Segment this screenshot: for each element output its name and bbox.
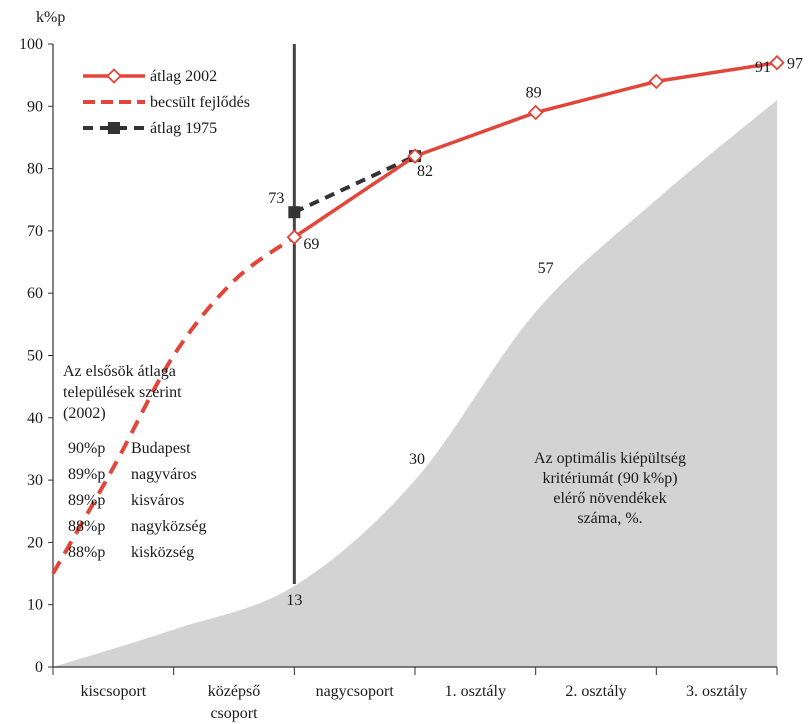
series-line-atlag-1975 <box>293 154 416 215</box>
settlement-annotation: Az elsősök átlaga települések szerint (200… <box>63 363 207 561</box>
x-tick-label: középső csoport <box>208 683 260 722</box>
x-tick-label: 2. osztály <box>565 683 626 700</box>
area-layer <box>53 100 777 667</box>
annotation-title-line: települések szerint <box>63 384 182 401</box>
point-atlag-2002 <box>286 229 303 245</box>
y-tick-label: 40 <box>27 410 43 427</box>
legend-label: átlag 2002 <box>150 68 217 85</box>
y-axis-label: k%p <box>36 9 65 26</box>
annotation-place: kisváros <box>131 492 184 509</box>
data-label-atlag-2002: 82 <box>417 163 433 180</box>
area-caption-line: kritériumát (90 k%p) <box>542 470 677 487</box>
annotation-value: 88%p <box>68 544 105 561</box>
data-label-area: 30 <box>409 451 425 468</box>
y-tick-label: 10 <box>27 597 43 614</box>
annotation-place: nagyváros <box>131 466 197 483</box>
y-tick-label: 0 <box>35 659 43 676</box>
lines-layer <box>51 54 785 575</box>
y-tick-label: 90 <box>27 98 43 115</box>
data-label-atlag-2002: 89 <box>526 85 542 102</box>
data-label-atlag-2002: 97 <box>787 56 803 73</box>
annotation-title-line: Az elsősök átlaga <box>63 363 176 380</box>
point-atlag-2002 <box>527 104 544 121</box>
annotation-value: 89%p <box>68 466 105 483</box>
y-tick-label: 20 <box>27 534 43 551</box>
annotation-place: Budapest <box>131 440 191 457</box>
data-label-atlag-2002: 69 <box>303 236 319 253</box>
x-tick-label: kiscsoport <box>80 683 146 700</box>
point-atlag-1975 <box>288 206 301 219</box>
area-caption-line: száma, %. <box>577 510 642 527</box>
annotation-value: 90%p <box>68 440 105 457</box>
y-tick-label: 30 <box>27 472 43 489</box>
legend-marker-atlag-1975 <box>108 122 120 134</box>
x-tick-label: 3. osztály <box>686 683 747 700</box>
legend-marker-atlag-2002 <box>106 68 122 84</box>
data-label-area: 57 <box>538 260 554 277</box>
x-tick-label: nagycsoport <box>316 683 395 700</box>
point-atlag-2002 <box>648 73 665 90</box>
annotation-place: nagyközség <box>131 518 207 535</box>
legend-label: becsült fejlődés <box>150 94 250 111</box>
x-tick-label: 1. osztály <box>445 683 506 700</box>
data-label-area: 91 <box>755 59 771 76</box>
y-tick-label: 100 <box>19 36 43 53</box>
annotation-value: 89%p <box>68 492 105 509</box>
area-caption-line: Az optimális kiépültség <box>534 450 686 467</box>
data-label-area: 13 <box>286 592 302 609</box>
y-tick-label: 60 <box>27 285 43 302</box>
series-area <box>53 100 777 667</box>
legend: átlag 2002 becsült fejlődés átlag 1975 <box>83 68 250 137</box>
y-tick-label: 70 <box>27 223 43 240</box>
point-atlag-2002 <box>407 148 423 164</box>
series-line-becsult-fejlodes <box>51 235 296 575</box>
labels-layer: 69 82 89 97 73 13 30 57 91 <box>268 56 803 609</box>
area-caption: Az optimális kiépültség kritériumát (90 k… <box>534 450 686 527</box>
point-atlag-2002 <box>769 54 785 71</box>
y-tick-label: 80 <box>27 161 43 178</box>
axes-layer: 0 10 20 30 40 50 60 70 80 90 100 kiscsoport középső c… <box>19 36 778 722</box>
area-caption-line: elérő növendékek <box>553 490 666 507</box>
annotation-title-line: (2002) <box>63 405 106 422</box>
annotation-value: 88%p <box>68 518 105 535</box>
y-tick-label: 50 <box>27 348 43 365</box>
annotation-place: kisközség <box>131 544 194 561</box>
data-label-atlag-1975: 73 <box>268 190 284 207</box>
legend-label: átlag 1975 <box>150 120 217 137</box>
